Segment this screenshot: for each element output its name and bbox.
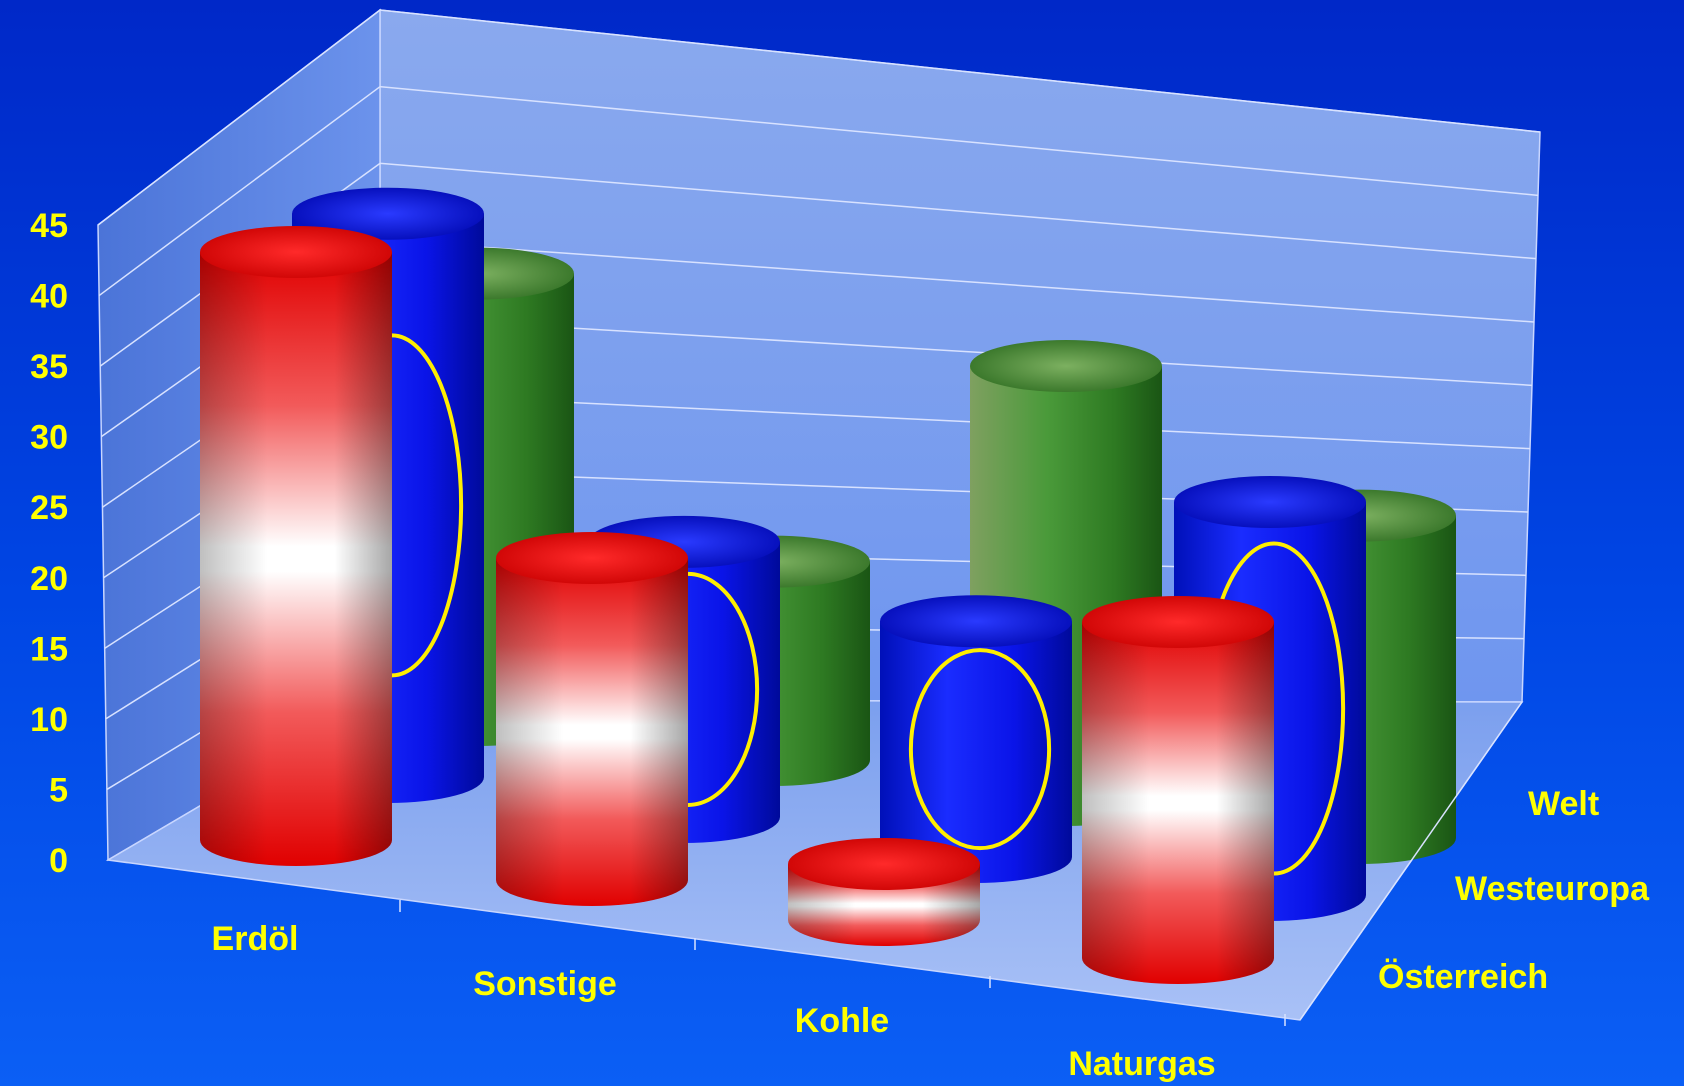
y-tick-label: 30 xyxy=(30,419,68,457)
gridline-side xyxy=(97,9,381,226)
y-tick-label: 25 xyxy=(30,489,68,527)
legend-series-label: Welt xyxy=(1528,785,1599,823)
gridline-side xyxy=(98,86,381,297)
y-tick-label: 40 xyxy=(30,278,68,316)
gridline-back xyxy=(379,9,1541,133)
depth-axis-ticks: Österreich Westeuropa Welt xyxy=(1299,701,1650,1021)
bar-shade xyxy=(200,252,392,866)
legend-series-label: Westeuropa xyxy=(1455,870,1650,908)
bar-shade xyxy=(1082,622,1274,984)
x-tick-label: Kohle xyxy=(795,1002,889,1040)
y-tick-label: 5 xyxy=(49,771,68,809)
y-tick-label: 15 xyxy=(30,630,68,668)
gridline-back xyxy=(379,85,1539,197)
y-tick-label: 35 xyxy=(30,348,68,386)
bar-top-cap xyxy=(292,187,484,240)
depth-axis-line xyxy=(1299,701,1523,1021)
bar-top-cap xyxy=(1082,596,1274,648)
legend-series-label: Österreich xyxy=(1378,958,1548,996)
bar-marks xyxy=(200,187,1456,984)
y-axis-ticks: 0 5 10 15 20 25 30 35 40 45 xyxy=(30,207,68,880)
y-tick-label: 0 xyxy=(49,842,68,880)
y-tick-label: 20 xyxy=(30,560,68,598)
x-tick-label: Naturgas xyxy=(1068,1045,1215,1083)
y-tick-label: 10 xyxy=(30,701,68,739)
x-tick-label: Erdöl xyxy=(212,920,299,958)
bar-shade xyxy=(496,558,688,906)
bar-top-cap xyxy=(1174,476,1366,528)
bar-top-cap xyxy=(970,340,1162,392)
x-axis-ticks: Erdöl Sonstige Kohle Naturgas xyxy=(212,900,1286,1083)
bar-top-cap xyxy=(200,226,392,278)
bar-Österreich-Erdöl xyxy=(200,226,392,866)
x-tick-label: Sonstige xyxy=(473,965,617,1003)
bar-top-cap xyxy=(788,838,980,890)
bar-Österreich-Sonstige xyxy=(496,532,688,906)
bar-Westeuropa-Kohle xyxy=(880,595,1072,883)
bar-top-cap xyxy=(496,532,688,584)
bar-Österreich-Naturgas xyxy=(1082,596,1274,984)
gridline-back xyxy=(379,162,1537,260)
eu-ring-decoration xyxy=(908,648,1052,851)
gridline-back xyxy=(379,239,1535,323)
bar-top-cap xyxy=(880,595,1072,648)
bar-Österreich-Kohle xyxy=(788,838,980,946)
y-tick-label: 45 xyxy=(30,207,68,245)
